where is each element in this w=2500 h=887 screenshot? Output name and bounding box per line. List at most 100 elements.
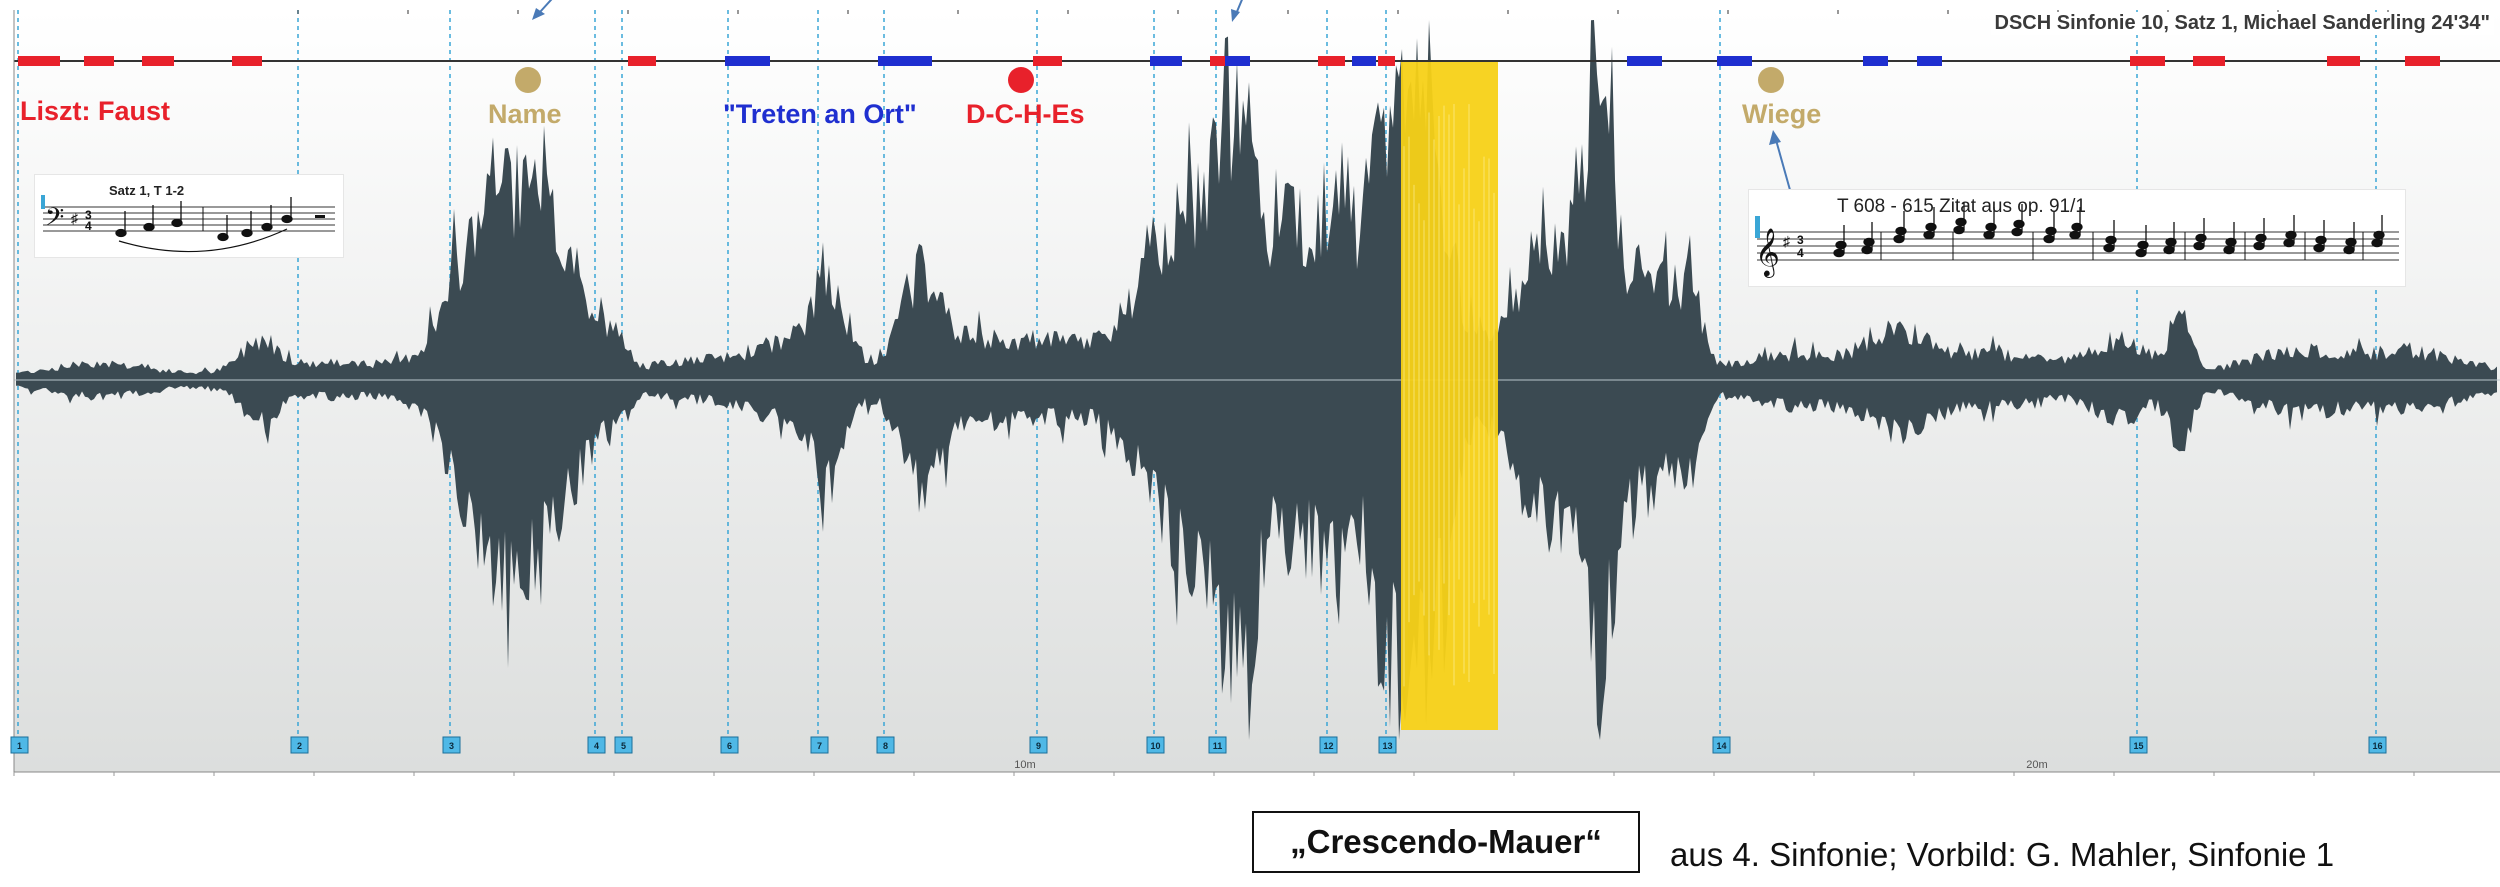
marker-boxes: 1 2 3 4 5 6 7 8 9 10 11 12 13 14 15 16: [10, 736, 2387, 754]
marker-number: 10: [1150, 741, 1160, 751]
score-note: [2011, 227, 2023, 237]
score-note: [2313, 243, 2325, 253]
wiege-dot: [1758, 67, 1784, 93]
marker-box: [10, 736, 29, 754]
arrow-top-left-icon: [532, 0, 553, 20]
label-liszt-faust: Liszt: Faust: [20, 96, 171, 126]
marker-number: 1: [17, 741, 22, 751]
score-note: [1953, 225, 1965, 235]
top-dash: [878, 56, 932, 66]
score-note: [1983, 230, 1995, 240]
dches-dot: [1008, 67, 1034, 93]
top-dash: [1033, 56, 1062, 66]
top-dash: [1863, 56, 1888, 66]
marker-number: 11: [1213, 741, 1223, 751]
marker-box: [1378, 736, 1397, 754]
marker-number: 9: [1036, 741, 1041, 751]
top-dash: [1210, 56, 1225, 66]
marker-number: 6: [727, 741, 732, 751]
staff-treble-icon: 𝄞 ♯ 3 4: [1755, 202, 2399, 278]
marker-box: [1319, 736, 1338, 754]
diagram-title: DSCH Sinfonie 10, Satz 1, Michael Sander…: [1990, 12, 2494, 35]
label-name: Name: [488, 99, 562, 129]
highlight-block: [1401, 62, 1498, 730]
top-dash: [1352, 56, 1376, 66]
top-dash: [1225, 56, 1250, 66]
score-note: [2043, 234, 2055, 244]
score-note: [2223, 245, 2235, 255]
score-note: [1893, 234, 1905, 244]
marker-box: [2129, 736, 2148, 754]
marker-number: 2: [297, 741, 302, 751]
score-note: [2163, 245, 2175, 255]
crescendo-caption: aus 4. Sinfonie; Vorbild: G. Mahler, Sin…: [1670, 836, 2335, 873]
top-dash: [725, 56, 770, 66]
marker-box: [587, 736, 606, 754]
top-dash: [232, 56, 262, 66]
marker-number: 13: [1382, 741, 1392, 751]
marker-number: 8: [883, 741, 888, 751]
top-dashes: [18, 10, 2440, 66]
svg-text:♯: ♯: [71, 210, 79, 226]
marker-box: [720, 736, 739, 754]
top-dash: [1150, 56, 1182, 66]
marker-box: [876, 736, 895, 754]
top-dash: [1627, 56, 1662, 66]
score-note: [2371, 238, 2383, 248]
svg-text:𝄢: 𝄢: [45, 204, 64, 237]
top-dash: [2193, 56, 2225, 66]
score-note: [2283, 238, 2295, 248]
marker-number: 16: [2372, 741, 2382, 751]
top-dash: [1717, 56, 1752, 66]
staff-bass-icon: 𝄢 ♯ 3 4: [41, 195, 335, 253]
arrow-top-mid-icon: [1231, 0, 1243, 22]
score-note: [2343, 245, 2355, 255]
top-dash: [1917, 56, 1942, 66]
marker-number: 3: [449, 741, 454, 751]
top-dash: [84, 56, 114, 66]
marker-box: [442, 736, 461, 754]
marker-box: [1712, 736, 1731, 754]
crescendo-highlight: [1401, 62, 1498, 730]
marker-number: 14: [1716, 741, 1726, 751]
score-note: [2069, 230, 2081, 240]
marker-number: 15: [2133, 741, 2143, 751]
time-label-10m: 10m: [1014, 759, 1035, 771]
marker-box: [1208, 736, 1227, 754]
svg-text:3: 3: [85, 208, 92, 222]
marker-box: [2368, 736, 2387, 754]
label-wiege: Wiege: [1742, 99, 1822, 129]
marker-box: [290, 736, 309, 754]
marker-box: [810, 736, 829, 754]
svg-text:𝄞: 𝄞: [1755, 228, 1780, 278]
marker-number: 7: [817, 741, 822, 751]
top-dash: [2405, 56, 2440, 66]
marker-box: [1029, 736, 1048, 754]
svg-text:4: 4: [1797, 246, 1804, 260]
score-note: [1833, 248, 1845, 258]
score-note: [2193, 241, 2205, 251]
marker-box: [614, 736, 633, 754]
score-right-caption: T 608 - 615 Zitat aus op. 91/1: [1837, 196, 2086, 217]
score-note: [1923, 230, 1935, 240]
marker-box: [1146, 736, 1165, 754]
marker-number: 12: [1323, 741, 1333, 751]
score-note: [1861, 245, 1873, 255]
svg-text:3: 3: [1797, 233, 1804, 247]
top-dash: [18, 56, 60, 66]
top-dash: [2327, 56, 2360, 66]
score-excerpt-left: Satz 1, T 1-2 𝄢 ♯ 3 4: [34, 174, 344, 258]
score-note: [2135, 248, 2147, 258]
svg-text:♯: ♯: [1783, 233, 1791, 249]
marker-number: 5: [621, 741, 626, 751]
label-dches: D-C-H-Es: [966, 99, 1085, 129]
waveform: [14, 20, 2500, 740]
score-note: [2253, 241, 2265, 251]
name-dot: [515, 67, 541, 93]
top-dash: [2130, 56, 2165, 66]
label-treten-an-ort: "Treten an Ort": [723, 99, 917, 129]
axis-ticks: 10m 20m: [13, 759, 2415, 776]
arrow-wiege-icon: [1769, 130, 1791, 191]
